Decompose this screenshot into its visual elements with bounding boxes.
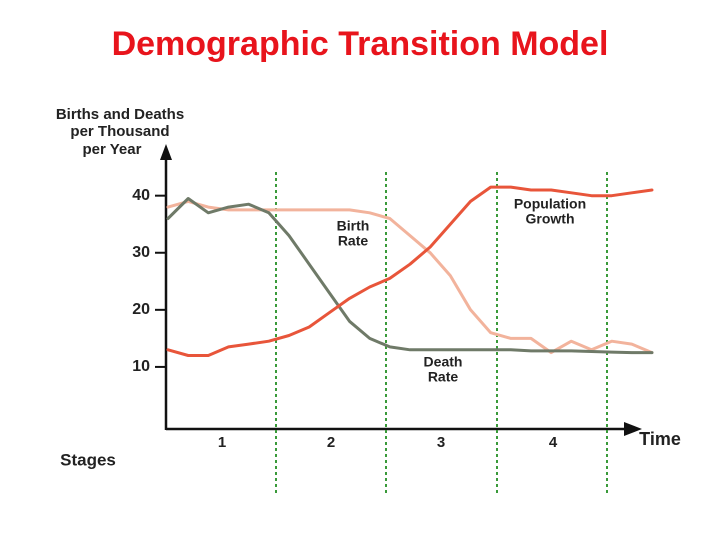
annotation: Rate — [428, 369, 459, 385]
y-axis-label: per Year — [83, 141, 142, 158]
y-arrow — [160, 144, 172, 160]
line-series — [166, 185, 654, 357]
annotation: Rate — [338, 233, 369, 249]
y-axis-label: Births and Deaths — [56, 106, 184, 123]
line-series — [166, 197, 654, 355]
stage-label: 2 — [327, 434, 335, 451]
y-tick-label: 30 — [132, 244, 150, 261]
y-tick-label: 10 — [132, 358, 150, 375]
annotation: Birth — [337, 218, 370, 234]
x-axis-label: Time — [639, 429, 681, 449]
stages-label: Stages — [60, 450, 116, 469]
annotation: Growth — [526, 211, 575, 227]
y-axis-label: per Thousand — [70, 123, 169, 140]
annotation: Population — [514, 196, 586, 212]
x-arrow — [624, 422, 642, 436]
line-series — [166, 199, 654, 355]
stage-label: 4 — [549, 434, 558, 451]
y-tick-label: 20 — [132, 301, 150, 318]
annotation: Death — [424, 354, 463, 370]
stage-label: 1 — [218, 434, 226, 451]
y-tick-label: 40 — [132, 187, 150, 204]
stage-label: 3 — [437, 434, 445, 451]
chart-title: Demographic Transition Model — [112, 25, 609, 63]
